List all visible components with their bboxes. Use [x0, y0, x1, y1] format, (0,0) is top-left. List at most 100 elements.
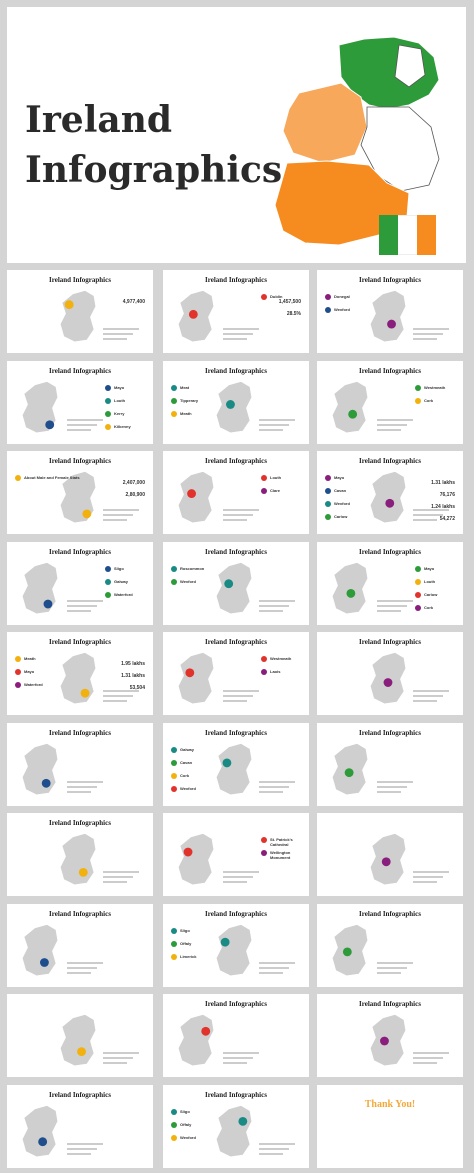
- ireland-map-thumbnail: [60, 1014, 96, 1067]
- ireland-map-thumbnail: [216, 380, 252, 433]
- slide-thumbnail[interactable]: Ireland Infographics Donegal Wexford: [317, 270, 463, 353]
- slide-thumbnail[interactable]: Ireland Infographics Dublin 1,457,500 28.5%: [163, 270, 309, 353]
- marker-icon: [415, 604, 421, 611]
- slide-thumbnail[interactable]: [317, 813, 463, 896]
- slide-thumbnail[interactable]: Ireland Infographics Galway Cavan Cork Wexfo…: [163, 722, 309, 806]
- highlighted-county: [224, 578, 234, 588]
- slide-value: 1.95 lakhs: [121, 661, 145, 667]
- text-placeholder-line: [67, 423, 97, 426]
- highlighted-county: [348, 409, 358, 419]
- text-placeholder-line: [377, 790, 401, 793]
- slide-thumbnail[interactable]: Ireland Infographics: [163, 994, 309, 1077]
- highlighted-county: [183, 847, 193, 857]
- slide-thumbnail[interactable]: Ireland Infographics: [317, 903, 463, 987]
- text-placeholder-line: [67, 604, 97, 607]
- text-placeholder-line: [413, 871, 449, 873]
- highlighted-county: [38, 1136, 48, 1146]
- text-placeholder-line: [377, 423, 407, 426]
- ireland-map-thumbnail: [22, 380, 58, 433]
- slide-label: Mayo: [114, 384, 125, 390]
- text-placeholder-line: [413, 876, 443, 878]
- slide-label: Louth: [424, 578, 436, 584]
- text-placeholder-line: [67, 780, 103, 783]
- marker-icon: [325, 294, 331, 300]
- slide-title: Ireland Infographics: [359, 276, 421, 284]
- text-placeholder-line: [67, 785, 97, 788]
- slide-thumbnail[interactable]: St. Patrick's Cathedral Wellington Monume…: [163, 813, 309, 896]
- slide-thumbnail[interactable]: Ireland Infographics Roscommon Wexford: [163, 541, 309, 625]
- slide-label: Roscommon: [180, 565, 205, 571]
- slide-thumbnail[interactable]: Ireland Infographics: [7, 1084, 153, 1168]
- text-placeholder-line: [259, 1147, 289, 1150]
- text-placeholder-line: [223, 871, 259, 873]
- slide-label: Mayo: [424, 565, 435, 571]
- slide-thumbnail[interactable]: Ireland Infographics 4,977,400: [7, 270, 153, 353]
- slide-thumbnail[interactable]: Ireland Infographics Sligo Offaly Limerick: [163, 903, 309, 987]
- text-placeholder-line: [259, 790, 283, 793]
- text-placeholder-line: [413, 338, 437, 340]
- slide-thumbnail[interactable]: Ireland Infographics Sligo Galway Waterford: [7, 541, 153, 625]
- slide-label: Offaly: [180, 940, 192, 946]
- slide-thumbnail[interactable]: Ireland Infographics Meath Mayo Waterford 1.…: [7, 632, 153, 715]
- slide-title: Ireland Infographics: [205, 909, 267, 918]
- slide-label: Waterford: [24, 682, 43, 687]
- slide-thumbnail[interactable]: [7, 994, 153, 1077]
- ireland-map-thumbnail: [370, 652, 406, 705]
- text-placeholder-line: [223, 690, 259, 692]
- slide-value: 28.5%: [286, 311, 301, 317]
- highlighted-county: [387, 319, 396, 329]
- hero-slide[interactable]: Ireland Infographics: [7, 7, 466, 263]
- slide-thumbnail[interactable]: Thank You!: [317, 1084, 463, 1168]
- text-placeholder-line: [103, 695, 133, 697]
- marker-icon: [325, 488, 331, 494]
- text-placeholder-line: [67, 1147, 97, 1150]
- slide-value: 1.24 lakhs: [431, 504, 455, 510]
- ireland-map-thumbnail: [370, 1014, 406, 1067]
- slide-thumbnail[interactable]: Ireland Infographics Louth Clare: [163, 451, 309, 534]
- slide-thumbnail[interactable]: Ireland Infographics: [7, 903, 153, 987]
- marker-icon: [261, 656, 267, 662]
- text-placeholder-line: [67, 971, 91, 974]
- slide-thumbnail[interactable]: Ireland Infographics Mayo Cavan Wexford Carl…: [317, 451, 463, 534]
- slide-thumbnail[interactable]: Ireland Infographics: [7, 722, 153, 806]
- highlighted-county: [380, 1036, 389, 1046]
- text-placeholder-line: [67, 599, 103, 602]
- slide-thumbnail[interactable]: Ireland Infographics Mayo Louth Carlow Cork: [317, 541, 463, 625]
- marker-icon: [15, 475, 21, 481]
- slide-thumbnail[interactable]: Ireland Infographics: [7, 813, 153, 896]
- text-placeholder-line: [103, 328, 139, 330]
- slide-thumbnail[interactable]: Ireland Infographics Westmeath Laois: [163, 632, 309, 715]
- slide-thumbnail[interactable]: Ireland Infographics: [317, 994, 463, 1077]
- ireland-map-thumbnail: [178, 1014, 214, 1067]
- text-placeholder-line: [377, 780, 413, 783]
- slide-thumbnail[interactable]: Ireland Infographics: [317, 722, 463, 806]
- text-placeholder-line: [413, 1057, 443, 1059]
- highlighted-county: [187, 489, 196, 498]
- slide-thumbnail[interactable]: Ireland Infographics About Male and Femal…: [7, 451, 153, 534]
- marker-icon: [171, 785, 177, 792]
- slide-thumbnail[interactable]: Ireland Infographics Mayo Louth Kerry Kilken…: [7, 360, 153, 444]
- text-placeholder-line: [103, 519, 127, 521]
- slide-label: Galway: [114, 578, 129, 584]
- text-placeholder-line: [223, 1052, 259, 1054]
- text-placeholder-line: [413, 695, 443, 697]
- slide-label: Cork: [180, 772, 190, 778]
- marker-icon: [325, 307, 331, 313]
- slide-value: 2,80,900: [125, 492, 145, 498]
- slide-title: Ireland Infographics: [359, 728, 421, 737]
- slide-value: 2,407,000: [122, 480, 145, 486]
- slide-title: Ireland Infographics: [205, 366, 267, 375]
- slide-thumbnail[interactable]: Ireland Infographics Sligo Offaly Wexford: [163, 1084, 309, 1168]
- marker-icon: [261, 669, 267, 675]
- slide-label: Donegal: [334, 294, 350, 299]
- slide-title: Ireland Infographics: [359, 457, 421, 465]
- marker-icon: [105, 397, 111, 404]
- marker-icon: [15, 682, 21, 688]
- text-placeholder-line: [67, 961, 103, 964]
- ireland-map-thumbnail: [178, 833, 214, 886]
- slide-thumbnail[interactable]: Ireland Infographics: [317, 632, 463, 715]
- slide-thumbnail[interactable]: Ireland Infographics Meat Tipperary Meath: [163, 360, 309, 444]
- marker-icon: [105, 423, 111, 430]
- slide-thumbnail[interactable]: Ireland Infographics Westmeath Cork: [317, 360, 463, 444]
- slide-label: Wellington Monument: [270, 850, 291, 860]
